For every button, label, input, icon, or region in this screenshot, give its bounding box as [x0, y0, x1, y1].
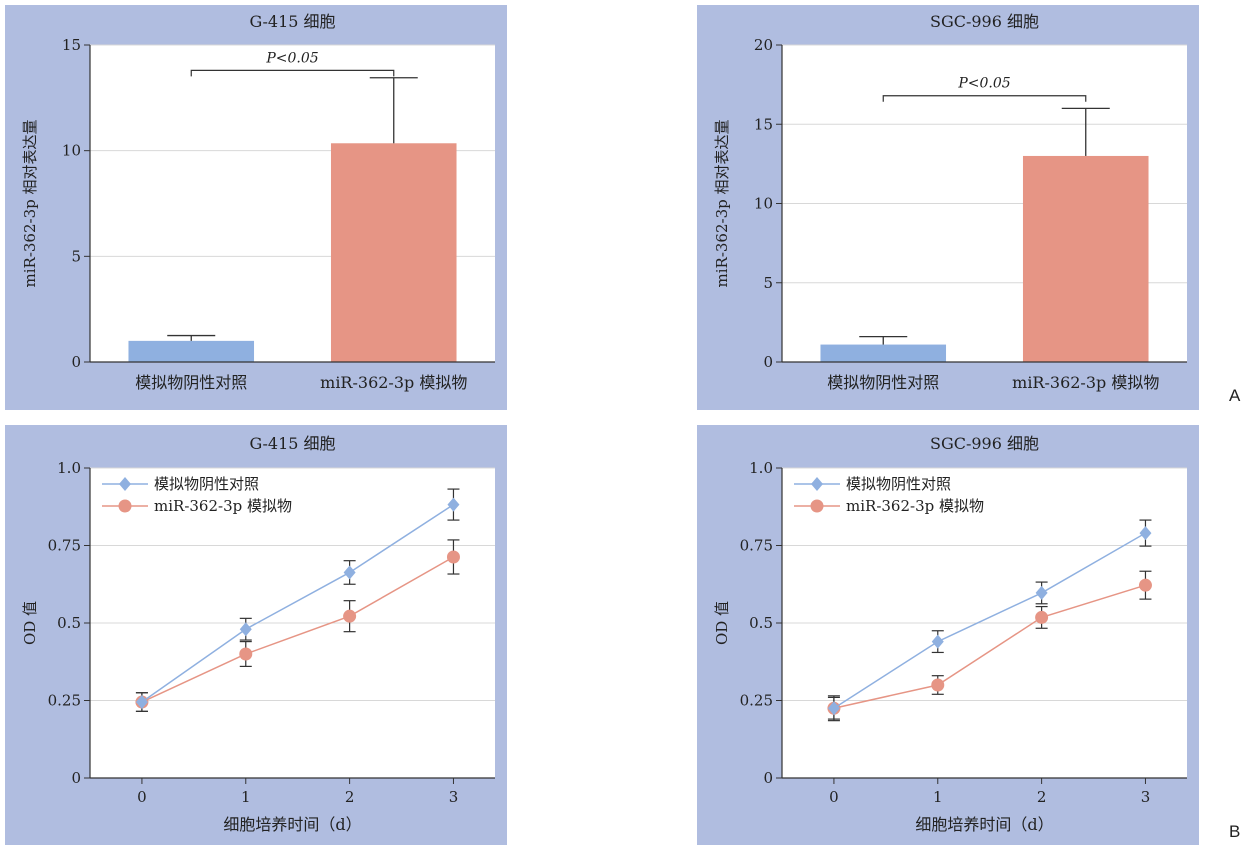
legend-marker	[810, 499, 824, 513]
legend-marker	[119, 477, 131, 491]
chart-panel-sgc996-expression: SGC-996 细胞 0 5 10 15 20 miR-362-3p 相对表达量模拟物阴性对…	[697, 5, 1199, 410]
x-tick-label: 2	[345, 788, 355, 806]
y-tick-label: 20	[754, 36, 773, 54]
y-tick-label: 0	[71, 353, 81, 371]
y-axis-label: OD 值	[713, 601, 731, 645]
y-tick-label: 15	[62, 36, 81, 54]
bar	[820, 344, 947, 362]
y-tick-label: 0.75	[48, 537, 81, 555]
significance-bracket	[882, 95, 1087, 102]
chart-svg: G-415 细胞 0 0.25 0.5 0.75 1.0 OD 值 0 1 2 3 细胞培养时间（d）…	[21, 434, 495, 834]
data-point-circle	[1138, 578, 1152, 592]
data-point-diamond	[1139, 526, 1152, 541]
panel-letter-a: A	[1229, 386, 1241, 405]
legend-label: miR-362-3p 模拟物	[154, 497, 292, 515]
x-category-label: miR-362-3p 模拟物	[1012, 373, 1159, 392]
data-point-circle	[343, 609, 357, 623]
y-tick-label: 0	[71, 769, 81, 787]
chart-title: G-415 细胞	[249, 12, 335, 31]
y-tick-label: 15	[754, 115, 773, 133]
data-point-diamond	[931, 634, 944, 649]
significance-label: P<0.05	[957, 76, 1010, 92]
x-tick-label: 2	[1037, 788, 1047, 806]
y-tick-label: 0	[763, 353, 773, 371]
y-tick-label: 10	[62, 142, 81, 160]
y-axis-label: OD 值	[21, 601, 39, 645]
legend-label: 模拟物阴性对照	[846, 475, 951, 493]
y-tick-label: 0.25	[740, 692, 773, 710]
data-point-circle	[446, 550, 460, 564]
chart-title: SGC-996 细胞	[930, 434, 1039, 453]
y-tick-label: 10	[754, 195, 773, 213]
data-point-diamond	[1035, 585, 1048, 600]
chart-svg: SGC-996 细胞 0 5 10 15 20 miR-362-3p 相对表达量模拟物阴性对…	[713, 12, 1187, 392]
data-point-circle	[239, 647, 253, 661]
panel-letter-b: B	[1229, 822, 1241, 841]
x-category-label: 模拟物阴性对照	[827, 373, 939, 392]
bar	[128, 340, 255, 362]
legend-marker	[811, 477, 823, 491]
y-tick-label: 1.0	[749, 459, 773, 477]
y-tick-label: 0.5	[749, 614, 773, 632]
x-axis-label: 细胞培养时间（d）	[223, 815, 361, 834]
chart-title: SGC-996 细胞	[930, 12, 1039, 31]
series-line	[141, 503, 454, 703]
data-point-diamond	[239, 622, 252, 637]
series-line	[141, 556, 454, 703]
y-tick-label: 1.0	[57, 459, 81, 477]
data-point-circle	[931, 678, 945, 692]
y-tick-label: 0	[763, 769, 773, 787]
y-axis-label: miR-362-3p 相对表达量	[21, 120, 39, 288]
x-tick-label: 1	[933, 788, 943, 806]
legend-label: miR-362-3p 模拟物	[846, 497, 984, 515]
series-line	[833, 584, 1146, 709]
x-tick-label: 1	[241, 788, 251, 806]
data-point-diamond	[447, 497, 460, 512]
x-category-label: 模拟物阴性对照	[135, 373, 247, 392]
x-tick-label: 0	[137, 788, 147, 806]
data-point-diamond	[343, 565, 356, 580]
significance-label: P<0.05	[265, 50, 318, 66]
data-point-diamond	[827, 701, 840, 716]
bar	[1022, 155, 1149, 362]
y-tick-label: 5	[763, 274, 773, 292]
bar	[330, 143, 457, 362]
x-tick-label: 3	[1141, 788, 1151, 806]
chart-panel-g415-od: G-415 细胞 0 0.25 0.5 0.75 1.0 OD 值 0 1 2 3 细胞培养时间（d）…	[5, 425, 507, 845]
data-point-diamond	[135, 695, 148, 710]
significance-bracket	[190, 69, 395, 77]
y-tick-label: 0.5	[57, 614, 81, 632]
chart-panel-sgc996-od: SGC-996 细胞 0 0.25 0.5 0.75 1.0 OD 值 0 1 2 3 细胞培养时间（…	[697, 425, 1199, 845]
chart-panel-g415-expression: G-415 细胞 0 5 10 15 miR-362-3p 相对表达量模拟物阴性对照 miR…	[5, 5, 507, 410]
chart-svg: SGC-996 细胞 0 0.25 0.5 0.75 1.0 OD 值 0 1 2 3 细胞培养时间（…	[713, 434, 1187, 834]
legend-label: 模拟物阴性对照	[154, 475, 259, 493]
chart-title: G-415 细胞	[249, 434, 335, 453]
y-axis-label: miR-362-3p 相对表达量	[713, 120, 731, 288]
x-tick-label: 0	[829, 788, 839, 806]
y-tick-label: 5	[71, 247, 81, 265]
series-line	[833, 532, 1146, 709]
data-point-circle	[1035, 610, 1049, 624]
legend-marker	[118, 499, 132, 513]
x-tick-label: 3	[449, 788, 459, 806]
y-tick-label: 0.75	[740, 537, 773, 555]
y-tick-label: 0.25	[48, 692, 81, 710]
x-category-label: miR-362-3p 模拟物	[320, 373, 467, 392]
x-axis-label: 细胞培养时间（d）	[915, 815, 1053, 834]
